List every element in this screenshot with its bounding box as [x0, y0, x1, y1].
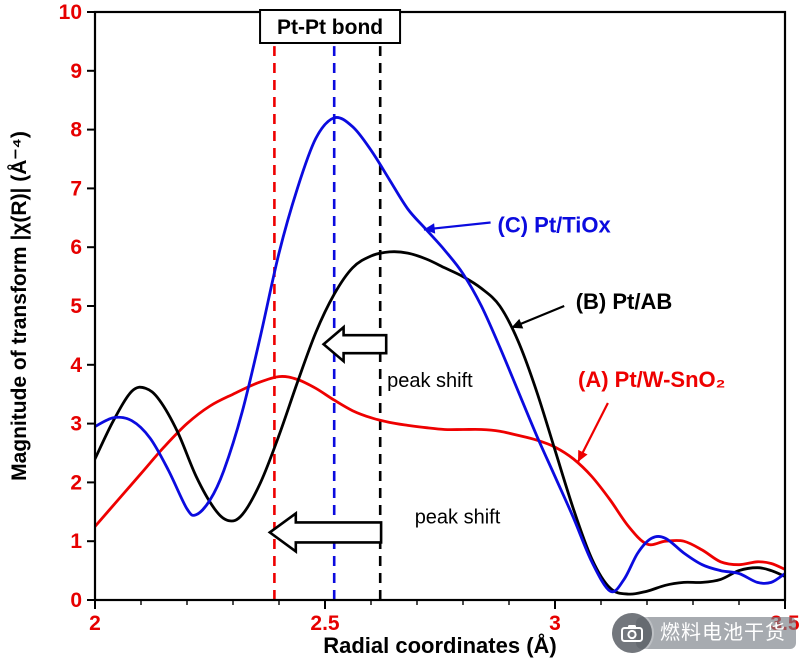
- series-labels: (A) Pt/W-SnO₂ (B) Pt/AB (C) Pt/TiOx: [423, 213, 725, 463]
- series-label-(C) Pt/TiOx: (C) Pt/TiOx: [498, 213, 612, 238]
- y-tick-label: 0: [70, 589, 82, 612]
- peak-shift-arrow: [267, 510, 383, 554]
- y-tick-label: 2: [70, 471, 82, 494]
- y-tick-label: 4: [70, 354, 82, 377]
- x-tick-label: 2.5: [310, 612, 340, 635]
- y-tick-label: 3: [70, 413, 82, 436]
- y-axis-title: Magnitude of transform |χ(R)| (Å⁻⁴): [7, 131, 31, 481]
- y-tick-label: 10: [59, 1, 82, 24]
- peak-shift-arrow: [321, 324, 388, 365]
- y-tick-label: 8: [70, 119, 82, 142]
- curve-(C) Pt/TiOx: [95, 116, 785, 594]
- curves: [95, 116, 785, 596]
- curve-(A) Pt/W-SnO₂: [95, 375, 785, 571]
- y-tick-label: 6: [70, 236, 82, 259]
- camera-icon: [612, 613, 652, 653]
- x-axis-title: Radial coordinates (Å): [323, 632, 556, 658]
- pt-pt-bond-box: [259, 9, 402, 44]
- y-tick-label: 9: [70, 60, 82, 83]
- x-tick-label: 3: [549, 612, 561, 635]
- curve-(B) Pt/AB: [95, 250, 785, 596]
- series-label-(B) Pt/AB: (B) Pt/AB: [576, 289, 673, 314]
- x-tick-label: 2: [89, 612, 101, 635]
- y-tick-label: 7: [70, 177, 82, 200]
- y-tick-label: 5: [70, 295, 82, 318]
- watermark-text: 燃料电池干货: [636, 617, 796, 649]
- watermark: 燃料电池干货: [612, 613, 796, 653]
- peak-shift-label-lower: peak shift: [415, 507, 501, 529]
- reference-vlines: [273, 46, 382, 600]
- series-label-(A) Pt/W-SnO₂: (A) Pt/W-SnO₂: [578, 367, 725, 392]
- y-tick-label: 1: [70, 530, 82, 553]
- annotations: peak shift peak shift Pt-Pt bond: [259, 9, 501, 554]
- peak-shift-label-upper: peak shift: [387, 370, 473, 392]
- pt-pt-bond-label: Pt-Pt bond: [277, 16, 383, 39]
